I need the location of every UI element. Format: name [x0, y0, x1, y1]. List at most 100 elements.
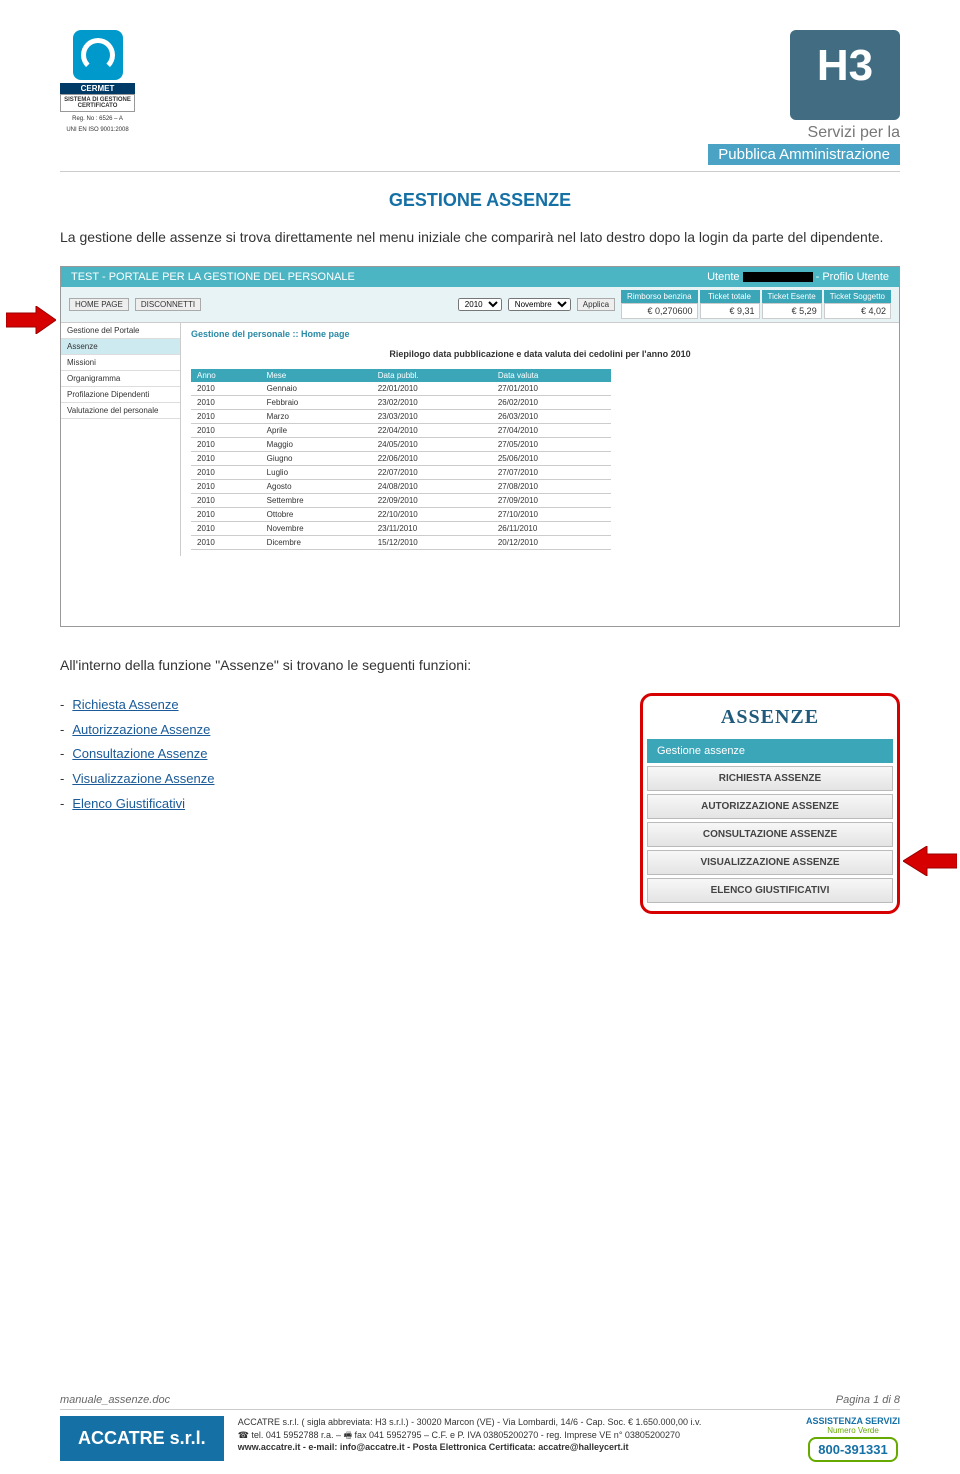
profile-label: - Profilo Utente [816, 271, 889, 283]
table-cell: Dicembre [261, 536, 372, 550]
col-anno: Anno [191, 369, 261, 382]
link-richiesta[interactable]: Richiesta Assenze [72, 697, 178, 712]
table-cell: 22/04/2010 [372, 424, 492, 438]
portal-titlebar: TEST - PORTALE PER LA GESTIONE DEL PERSO… [61, 267, 899, 287]
cert-reg1: Reg. No : 6526 – A [60, 116, 135, 123]
table-cell: 27/01/2010 [492, 382, 611, 396]
link-visualizzazione[interactable]: Visualizzazione Assenze [72, 771, 214, 786]
table-cell: 2010 [191, 438, 261, 452]
table-cell: 2010 [191, 480, 261, 494]
table-cell: 26/02/2010 [492, 396, 611, 410]
h3-logo-text: H3 [817, 41, 873, 90]
apply-button[interactable]: Applica [577, 298, 615, 311]
table-cell: 2010 [191, 508, 261, 522]
col-pubbl: Data pubbl. [372, 369, 492, 382]
month-select[interactable]: Novembre [508, 298, 571, 311]
mid-paragraph: All'interno della funzione "Assenze" si … [60, 657, 900, 673]
table-cell: Febbraio [261, 396, 372, 410]
cert-badge: CERMET SISTEMA DI GESTIONE CERTIFICATO R… [60, 30, 135, 134]
table-cell: 27/09/2010 [492, 494, 611, 508]
sidebar-item[interactable]: Organigramma [61, 371, 180, 387]
footer-line1: ACCATRE s.r.l. ( sigla abbreviata: H3 s.… [238, 1416, 792, 1429]
table-cell: Aprile [261, 424, 372, 438]
ticket-label: Ticket Soggetto [824, 290, 891, 303]
sidebar-item[interactable]: Profilazione Dipendenti [61, 387, 180, 403]
table-cell: Maggio [261, 438, 372, 452]
table-cell: 2010 [191, 452, 261, 466]
table-row: 2010Novembre23/11/201026/11/2010 [191, 522, 611, 536]
table-cell: 2010 [191, 424, 261, 438]
function-list: -Richiesta Assenze -Autorizzazione Assen… [60, 693, 214, 816]
cedolini-table: Anno Mese Data pubbl. Data valuta 2010Ge… [191, 369, 611, 550]
tickets-summary: Rimborso benzina€ 0,270600 Ticket totale… [621, 290, 891, 319]
table-cell: 2010 [191, 536, 261, 550]
footer-doc: manuale_assenze.doc [60, 1394, 170, 1406]
assenze-panel-head: Gestione assenze [647, 739, 893, 763]
table-cell: 27/05/2010 [492, 438, 611, 452]
table-cell: 23/03/2010 [372, 410, 492, 424]
sidebar-item-assenze[interactable]: Assenze [61, 339, 180, 355]
footer-line2: ☎ tel. 041 5952788 r.a. – 🖷 fax 041 5952… [238, 1429, 792, 1442]
table-row: 2010Febbraio23/02/201026/02/2010 [191, 396, 611, 410]
brand-tagline: Servizi per la Pubblica Amministrazione [708, 124, 900, 165]
footer-page: Pagina 1 di 8 [836, 1394, 900, 1406]
menu-visualizzazione[interactable]: VISUALIZZAZIONE ASSENZE [647, 850, 893, 875]
table-cell: Ottobre [261, 508, 372, 522]
menu-elenco[interactable]: ELENCO GIUSTIFICATIVI [647, 878, 893, 903]
portal-sidebar: Gestione del Portale Assenze Missioni Or… [61, 323, 181, 556]
page-header: CERMET SISTEMA DI GESTIONE CERTIFICATO R… [60, 30, 900, 172]
table-caption: Riepilogo data pubblicazione e data valu… [191, 349, 889, 359]
table-cell: 2010 [191, 410, 261, 424]
disconnect-button[interactable]: DISCONNETTI [135, 298, 201, 311]
table-cell: 26/11/2010 [492, 522, 611, 536]
link-elenco[interactable]: Elenco Giustificativi [72, 796, 185, 811]
table-cell: 2010 [191, 522, 261, 536]
portal-title: TEST - PORTALE PER LA GESTIONE DEL PERSO… [71, 271, 355, 283]
footer-company: ACCATRE s.r.l. [60, 1416, 224, 1461]
table-cell: Luglio [261, 466, 372, 480]
table-cell: 2010 [191, 494, 261, 508]
table-cell: 25/06/2010 [492, 452, 611, 466]
table-row: 2010Agosto24/08/201027/08/2010 [191, 480, 611, 494]
table-cell: 27/08/2010 [492, 480, 611, 494]
menu-autorizzazione[interactable]: AUTORIZZAZIONE ASSENZE [647, 794, 893, 819]
sidebar-item[interactable]: Valutazione del personale [61, 403, 180, 419]
portal-user-area: Utente - Profilo Utente [707, 271, 889, 283]
home-button[interactable]: HOME PAGE [69, 298, 129, 311]
table-row: 2010Luglio22/07/201027/07/2010 [191, 466, 611, 480]
ticket-value: € 0,270600 [621, 303, 697, 319]
breadcrumb: Gestione del personale :: Home page [191, 329, 889, 339]
footer-assist: ASSISTENZA SERVIZI Numero Verde 800-3913… [806, 1416, 900, 1462]
cermet-logo-icon [73, 30, 123, 80]
table-cell: 2010 [191, 466, 261, 480]
menu-consultazione[interactable]: CONSULTAZIONE ASSENZE [647, 822, 893, 847]
intro-text: La gestione delle assenze si trova diret… [60, 227, 900, 248]
menu-richiesta[interactable]: RICHIESTA ASSENZE [647, 766, 893, 791]
sidebar-item[interactable]: Gestione del Portale [61, 323, 180, 339]
table-cell: Giugno [261, 452, 372, 466]
table-cell: Agosto [261, 480, 372, 494]
cert-box-label: SISTEMA DI GESTIONE CERTIFICATO [60, 94, 135, 112]
table-cell: Settembre [261, 494, 372, 508]
assenze-panel: ASSENZE Gestione assenze RICHIESTA ASSEN… [640, 693, 900, 914]
col-mese: Mese [261, 369, 372, 382]
assist-number: 800-391331 [808, 1437, 897, 1462]
brand-line1: Servizi per la [808, 124, 900, 141]
table-cell: 22/10/2010 [372, 508, 492, 522]
footer-address: ACCATRE s.r.l. ( sigla abbreviata: H3 s.… [224, 1416, 806, 1454]
table-cell: 22/07/2010 [372, 466, 492, 480]
table-row: 2010Ottobre22/10/201027/10/2010 [191, 508, 611, 522]
table-cell: 24/08/2010 [372, 480, 492, 494]
link-consultazione[interactable]: Consultazione Assenze [72, 746, 207, 761]
ticket-value: € 9,31 [700, 303, 760, 319]
table-cell: 15/12/2010 [372, 536, 492, 550]
link-autorizzazione[interactable]: Autorizzazione Assenze [72, 722, 210, 737]
table-row: 2010Gennaio22/01/201027/01/2010 [191, 382, 611, 396]
table-cell: 22/01/2010 [372, 382, 492, 396]
assist-label: ASSISTENZA SERVIZI [806, 1416, 900, 1426]
h3-logo-icon: H3 [790, 30, 900, 120]
footer-line3: www.accatre.it - e-mail: info@accatre.it… [238, 1441, 792, 1454]
user-label: Utente [707, 271, 739, 283]
sidebar-item[interactable]: Missioni [61, 355, 180, 371]
year-select[interactable]: 2010 [458, 298, 502, 311]
